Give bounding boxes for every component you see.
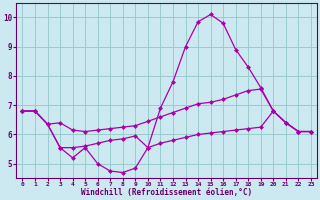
X-axis label: Windchill (Refroidissement éolien,°C): Windchill (Refroidissement éolien,°C): [81, 188, 252, 197]
